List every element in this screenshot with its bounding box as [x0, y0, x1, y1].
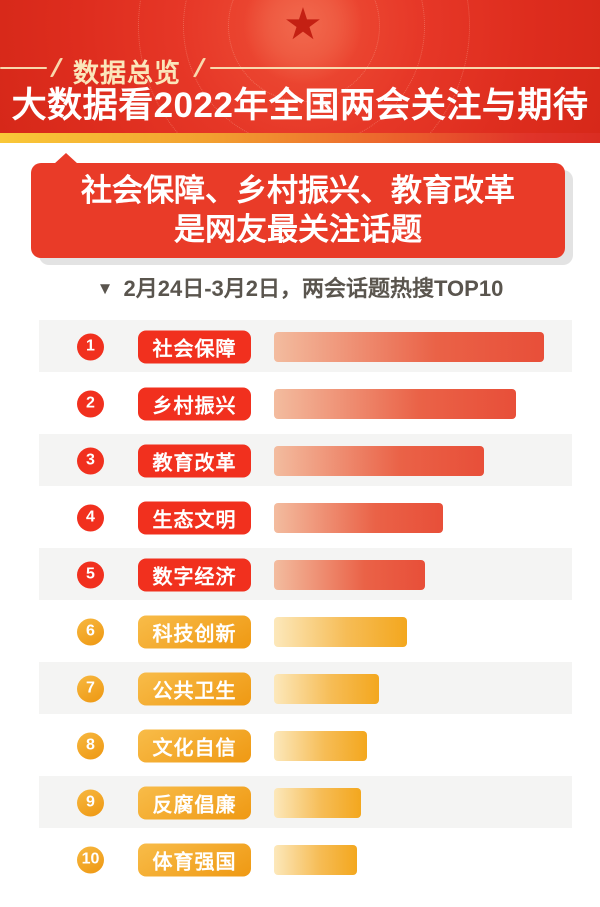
rank-badge: 6	[77, 618, 104, 645]
value-bar	[274, 616, 407, 647]
gradient-strip	[0, 133, 600, 143]
topic-label: 科技创新	[138, 615, 251, 648]
ranking-row: 9 反腐倡廉	[0, 774, 600, 831]
topic-label: 教育改革	[138, 444, 251, 477]
divider-line-right	[210, 67, 600, 69]
topic-label: 乡村振兴	[138, 387, 251, 420]
value-bar	[274, 388, 516, 419]
header-banner: ★ 数据总览 大数据看2022年全国两会关注与期待	[0, 0, 600, 133]
rank-badge: 9	[77, 789, 104, 816]
page-title: 大数据看2022年全国两会关注与期待	[11, 86, 589, 125]
rank-badge: 3	[77, 447, 104, 474]
triangle-down-icon: ▼	[96, 279, 114, 298]
highlight-box: 社会保障、乡村振兴、教育改革 是网友最关注话题	[31, 153, 565, 258]
section-label: 数据总览	[73, 58, 182, 88]
topic-label: 数字经济	[138, 558, 251, 591]
value-bar	[274, 445, 484, 476]
value-bar	[274, 673, 379, 704]
topic-label: 反腐倡廉	[138, 786, 251, 819]
topic-label: 体育强国	[138, 843, 251, 876]
rank-badge: 5	[77, 561, 104, 588]
value-bar	[274, 559, 425, 590]
slash-decoration	[49, 58, 64, 77]
highlight-line-1: 社会保障、乡村振兴、教育改革	[81, 173, 515, 208]
ranking-row: 3 教育改革	[0, 432, 600, 489]
topic-label: 公共卫生	[138, 672, 251, 705]
rank-badge: 10	[77, 846, 104, 873]
star-icon: ★	[283, 0, 323, 49]
topic-label: 社会保障	[138, 330, 251, 363]
ranking-row: 5 数字经济	[0, 546, 600, 603]
value-bar	[274, 787, 361, 818]
ranking-row: 4 生态文明	[0, 489, 600, 546]
ranking-row: 2 乡村振兴	[0, 375, 600, 432]
section-label-row: 数据总览	[0, 26, 600, 88]
arrow-up-icon	[54, 153, 78, 164]
value-bar	[274, 502, 443, 533]
chart-title-text: 2月24日-3月2日，两会话题热搜TOP10	[123, 276, 504, 301]
divider-line-left	[0, 67, 47, 69]
ranking-list: 1 社会保障 2 乡村振兴 3 教育改革 4 生态文明 5 数字经济 6 科技创…	[0, 318, 600, 888]
rank-badge: 1	[77, 333, 104, 360]
highlight-line-2: 是网友最关注话题	[174, 212, 422, 247]
topic-label: 生态文明	[138, 501, 251, 534]
rank-badge: 2	[77, 390, 104, 417]
rank-badge: 8	[77, 732, 104, 759]
chart-title: ▼ 2月24日-3月2日，两会话题热搜TOP10	[0, 271, 600, 303]
rank-badge: 7	[77, 675, 104, 702]
rank-badge: 4	[77, 504, 104, 531]
ranking-row: 7 公共卫生	[0, 660, 600, 717]
ranking-row: 6 科技创新	[0, 603, 600, 660]
ranking-row: 8 文化自信	[0, 717, 600, 774]
value-bar	[274, 844, 357, 875]
value-bar	[274, 730, 367, 761]
ranking-row: 1 社会保障	[0, 318, 600, 375]
ranking-row: 10 体育强国	[0, 831, 600, 888]
topic-label: 文化自信	[138, 729, 251, 762]
value-bar	[274, 331, 544, 362]
